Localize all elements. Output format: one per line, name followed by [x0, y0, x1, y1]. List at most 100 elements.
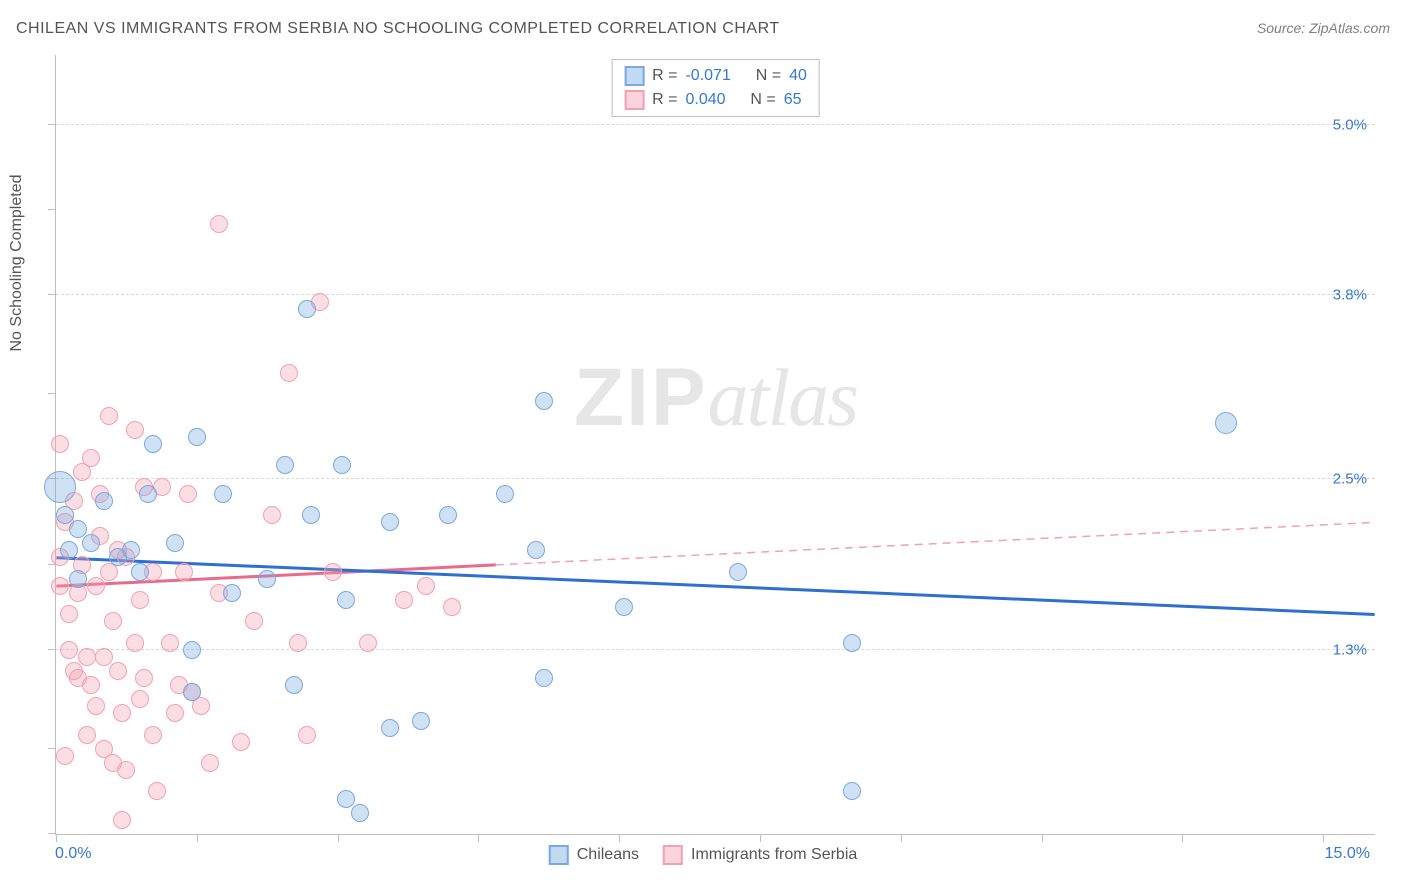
data-point — [843, 634, 861, 652]
data-point — [214, 485, 232, 503]
data-point — [87, 697, 105, 715]
data-point — [126, 634, 144, 652]
series-legend: Chileans Immigrants from Serbia — [549, 845, 858, 865]
r-label: R = — [652, 91, 677, 109]
r-label: R = — [652, 67, 677, 85]
data-point — [210, 215, 228, 233]
data-point — [131, 690, 149, 708]
x-tick — [478, 834, 479, 842]
y-tick — [48, 649, 56, 650]
data-point — [175, 563, 193, 581]
x-tick — [619, 834, 620, 842]
data-point — [78, 726, 96, 744]
x-axis-start-label: 0.0% — [55, 845, 91, 863]
x-tick — [56, 834, 57, 842]
data-point — [263, 506, 281, 524]
data-point — [117, 761, 135, 779]
data-point — [51, 435, 69, 453]
data-point — [188, 428, 206, 446]
legend-row-blue: R = -0.071 N = 40 — [624, 64, 807, 88]
data-point — [95, 492, 113, 510]
data-point — [113, 811, 131, 829]
data-point — [131, 563, 149, 581]
y-tick-label: 3.8% — [1333, 287, 1367, 304]
y-axis-label: No Schooling Completed — [8, 175, 26, 352]
data-point — [104, 612, 122, 630]
data-point — [82, 449, 100, 467]
gridline — [56, 649, 1375, 650]
n-value: 65 — [784, 91, 802, 109]
x-tick — [1323, 834, 1324, 842]
data-point — [381, 719, 399, 737]
data-point — [351, 804, 369, 822]
data-point — [843, 782, 861, 800]
n-label: N = — [756, 67, 781, 85]
data-point — [69, 570, 87, 588]
x-tick — [1042, 834, 1043, 842]
gridline — [56, 294, 1375, 295]
y-tick — [48, 748, 56, 749]
watermark: ZIPatlas — [574, 351, 857, 445]
data-point — [417, 577, 435, 595]
legend-row-pink: R = 0.040 N = 65 — [624, 88, 807, 112]
data-point — [527, 541, 545, 559]
chart-plot-area: ZIPatlas R = -0.071 N = 40 R = 0.040 N =… — [55, 55, 1375, 835]
y-tick — [48, 294, 56, 295]
data-point — [337, 591, 355, 609]
y-tick — [48, 124, 56, 125]
data-point — [183, 641, 201, 659]
data-point — [166, 534, 184, 552]
data-point — [148, 782, 166, 800]
data-point — [113, 704, 131, 722]
data-point — [69, 520, 87, 538]
y-tick-label: 2.5% — [1333, 471, 1367, 488]
data-point — [126, 421, 144, 439]
data-point — [359, 634, 377, 652]
data-point — [615, 598, 633, 616]
data-point — [179, 485, 197, 503]
data-point — [276, 456, 294, 474]
data-point — [232, 733, 250, 751]
n-value: 40 — [789, 67, 807, 85]
data-point — [201, 754, 219, 772]
data-point — [381, 513, 399, 531]
legend-item-serbia: Immigrants from Serbia — [663, 845, 857, 865]
data-point — [82, 534, 100, 552]
legend-label: Immigrants from Serbia — [691, 846, 857, 864]
data-point — [1215, 412, 1237, 434]
data-point — [298, 300, 316, 318]
data-point — [439, 506, 457, 524]
data-point — [95, 648, 113, 666]
data-point — [183, 683, 201, 701]
data-point — [135, 669, 153, 687]
swatch-blue-icon — [549, 845, 569, 865]
data-point — [144, 435, 162, 453]
data-point — [223, 584, 241, 602]
data-point — [131, 591, 149, 609]
data-point — [51, 577, 69, 595]
data-point — [161, 634, 179, 652]
legend-item-chileans: Chileans — [549, 845, 639, 865]
correlation-legend: R = -0.071 N = 40 R = 0.040 N = 65 — [611, 59, 820, 117]
data-point — [60, 605, 78, 623]
data-point — [87, 577, 105, 595]
r-value: -0.071 — [685, 67, 730, 85]
data-point — [109, 662, 127, 680]
data-point — [535, 392, 553, 410]
data-point — [144, 726, 162, 744]
trend-lines — [56, 55, 1375, 834]
data-point — [258, 570, 276, 588]
gridline — [56, 478, 1375, 479]
data-point — [324, 563, 342, 581]
swatch-blue-icon — [624, 66, 644, 86]
data-point — [82, 676, 100, 694]
data-point — [298, 726, 316, 744]
data-point — [333, 456, 351, 474]
data-point — [496, 485, 514, 503]
chart-title: CHILEAN VS IMMIGRANTS FROM SERBIA NO SCH… — [16, 20, 780, 38]
data-point — [280, 364, 298, 382]
data-point — [56, 506, 74, 524]
gridline — [56, 124, 1375, 125]
data-point — [166, 704, 184, 722]
swatch-pink-icon — [624, 90, 644, 110]
